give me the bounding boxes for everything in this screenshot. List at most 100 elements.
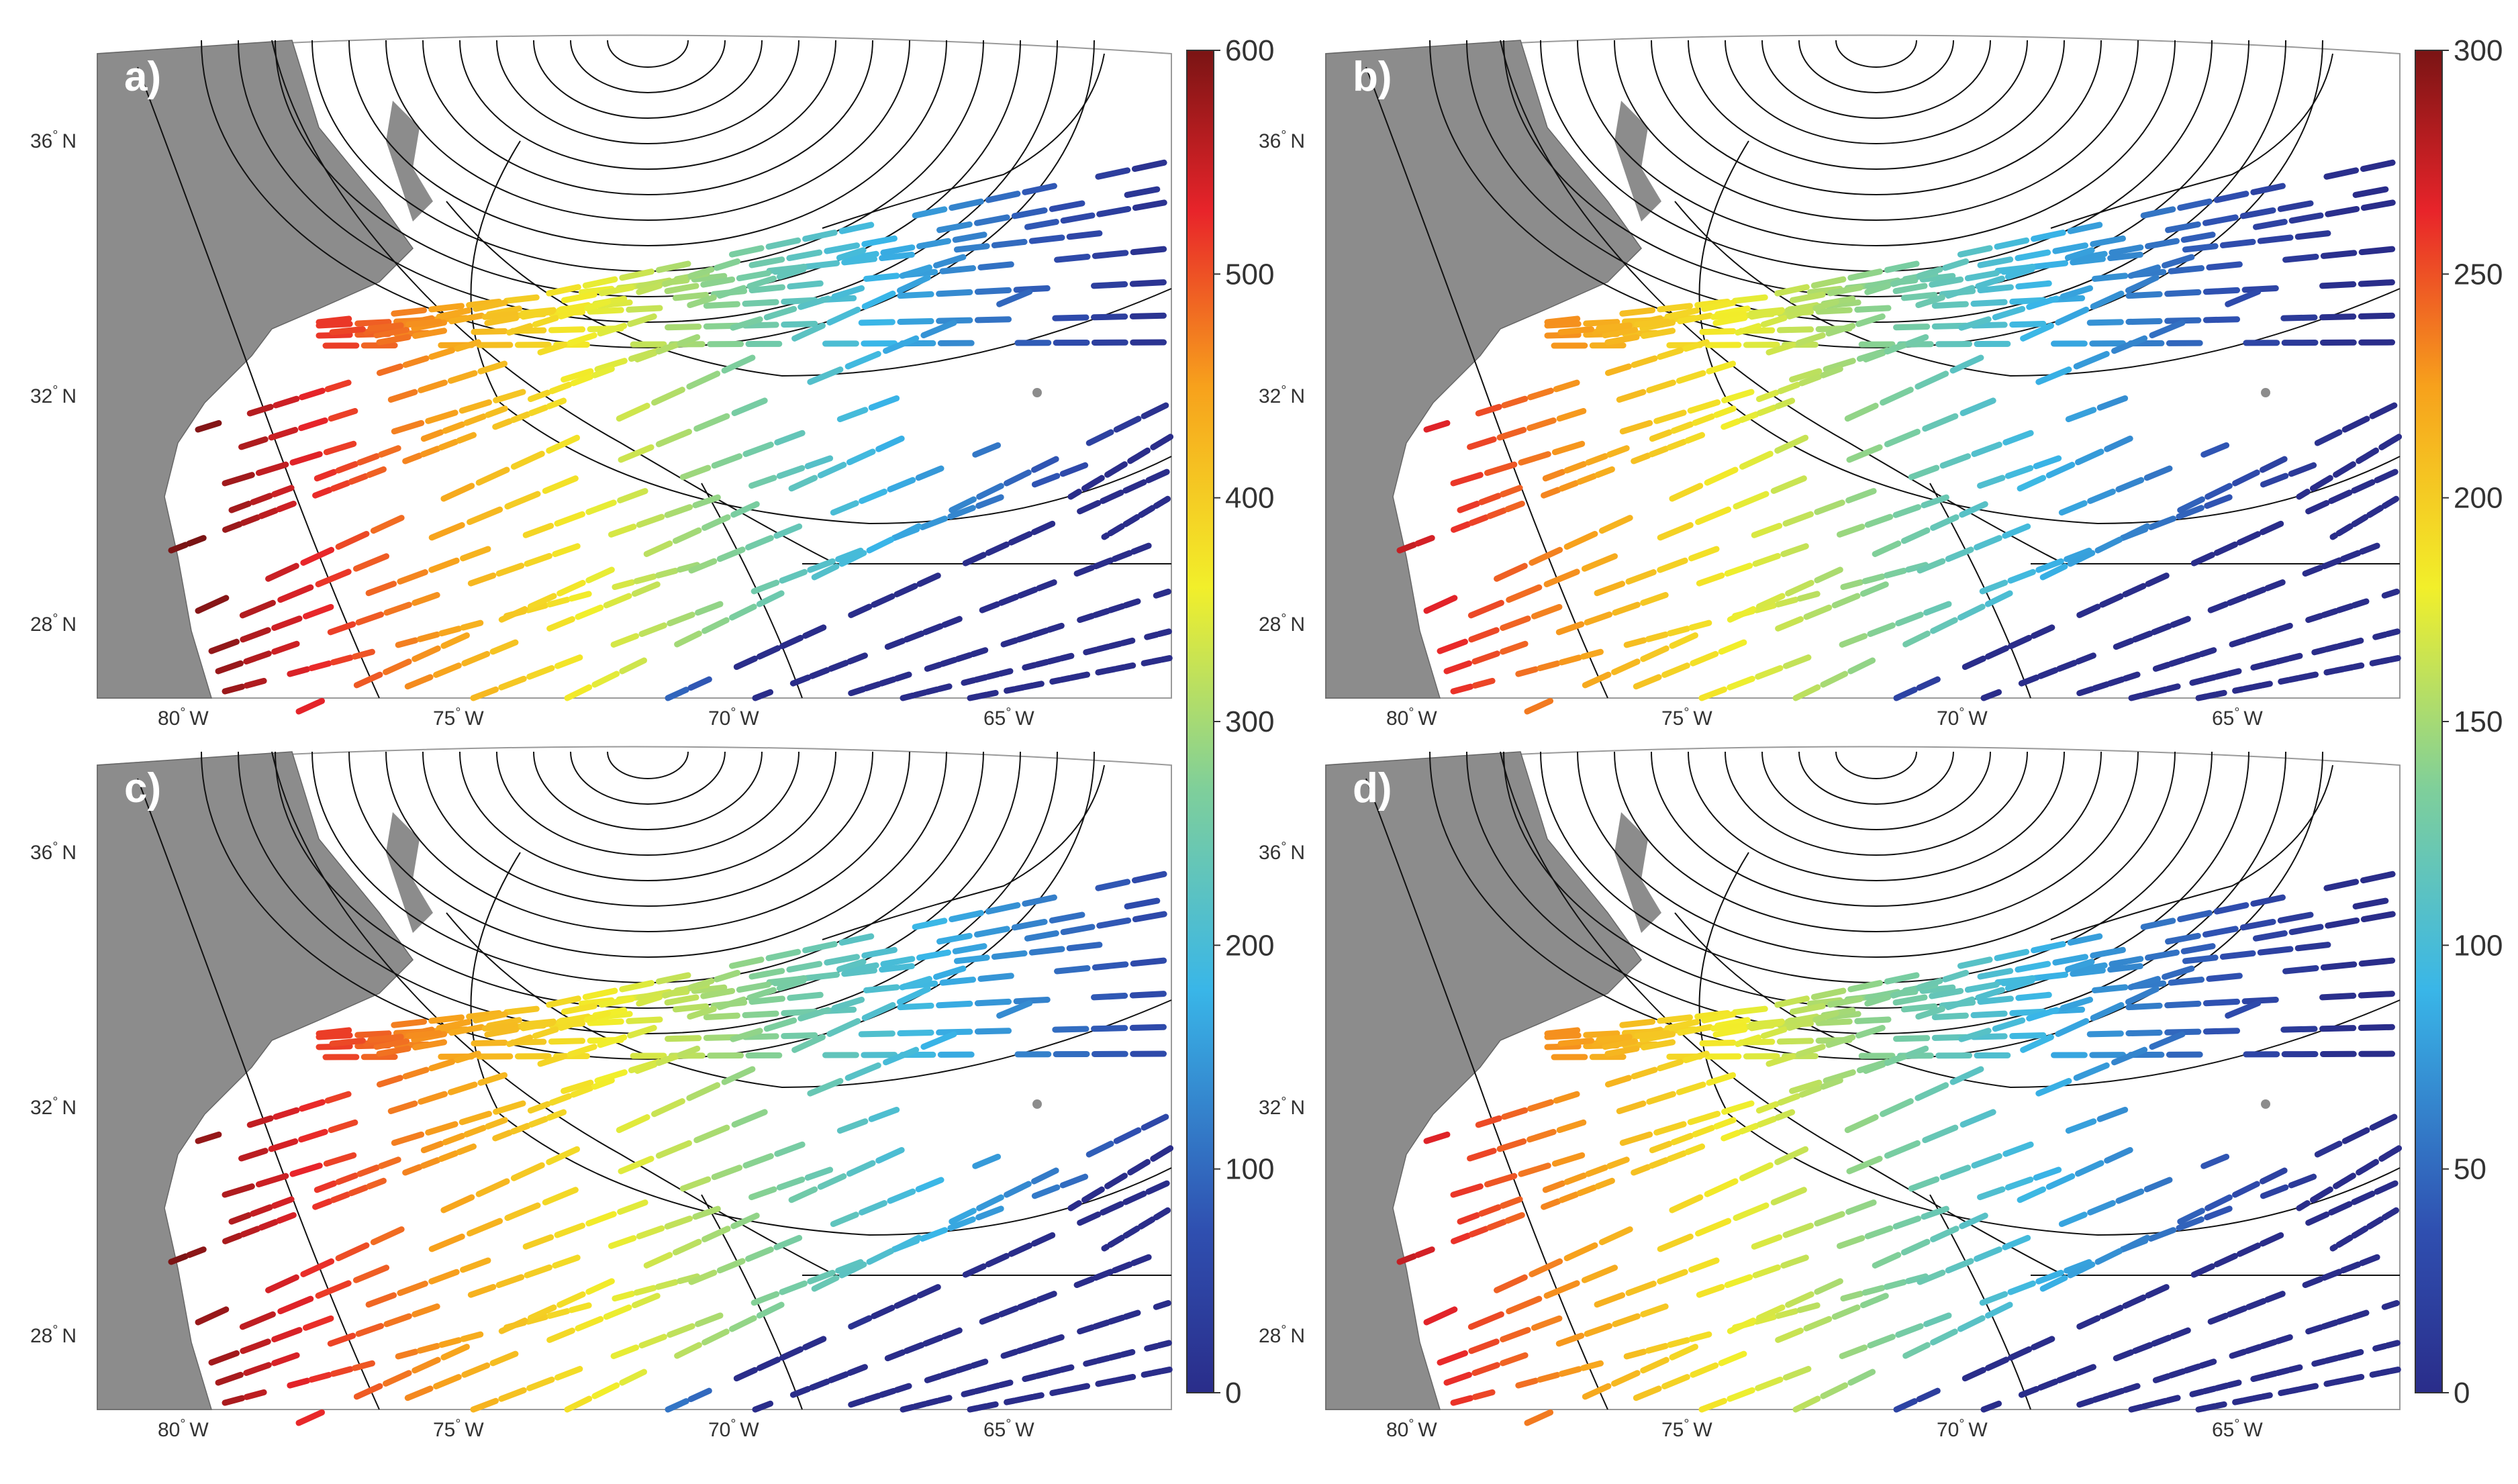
track-segment (716, 1258, 746, 1274)
track-segment (2147, 1227, 2177, 1242)
track-segment (861, 1002, 896, 1022)
track-segment (985, 902, 1021, 915)
track-segment (2033, 1167, 2062, 1181)
track-segment (1122, 662, 1136, 671)
track-segment (552, 1254, 581, 1269)
track-segment (1450, 683, 1474, 695)
track-segment (996, 289, 1033, 307)
track-segment (584, 1010, 611, 1023)
track-segment (2213, 541, 2239, 556)
track-segment (433, 662, 462, 678)
track-segment (2143, 465, 2173, 481)
track-segment (1755, 1101, 1780, 1114)
track-segment (2360, 199, 2396, 211)
track-segment (1594, 581, 1626, 597)
track-segment (316, 321, 353, 329)
track-segment (1884, 428, 1921, 448)
track-segment (1752, 552, 1781, 567)
track-segment (1634, 318, 1671, 328)
track-segment (664, 994, 699, 1006)
track-segment (222, 1395, 246, 1406)
colorbar-tick-label: 300 (1225, 705, 1274, 738)
track-segment (2205, 691, 2219, 699)
track-segment (1915, 1005, 1945, 1020)
track-segment (2345, 1234, 2354, 1242)
track-segment (2302, 564, 2324, 577)
track-segment (1486, 507, 1508, 520)
track-segment (2323, 1186, 2333, 1195)
panel-label: c) (124, 765, 161, 811)
track-segment (460, 1257, 491, 1273)
track-segment (1083, 1358, 1099, 1367)
track-segment (546, 284, 581, 297)
contour-line (1651, 40, 2102, 195)
track-segment (1727, 606, 1757, 623)
track-segment (2236, 531, 2262, 546)
track-segment (1583, 1030, 1620, 1038)
track-segment (1150, 656, 1164, 664)
track-segment (1971, 442, 2002, 457)
track-segment (661, 275, 689, 287)
track-segment (952, 232, 987, 243)
track-segment (2280, 314, 2318, 321)
track-segment (2323, 167, 2360, 180)
track-segment (1646, 379, 1676, 393)
track-segment (2305, 1211, 2330, 1226)
track-segment (276, 500, 297, 513)
track-segment (510, 1123, 531, 1135)
track-segment (2277, 911, 2314, 924)
track-segment (353, 1383, 383, 1400)
track-segment (912, 206, 948, 219)
track-segment (893, 583, 918, 597)
bermuda-island (2261, 1099, 2270, 1109)
track-segment (2115, 477, 2145, 493)
track-segment (1101, 532, 1110, 540)
track-segment (714, 258, 741, 271)
track-segment (1755, 389, 1780, 403)
track-segment (2390, 1207, 2400, 1215)
track-segment (222, 472, 255, 487)
track-segment (567, 332, 597, 346)
track-segment (731, 1109, 768, 1128)
track-segment (277, 1295, 314, 1315)
track-segment (2202, 316, 2241, 324)
track-segment (1774, 397, 1796, 409)
track-segment (376, 1045, 411, 1057)
track-segment (1867, 1334, 1896, 1349)
track-segment (510, 1162, 545, 1181)
track-segment (1478, 493, 1502, 505)
track-segment (367, 322, 404, 332)
panel-label: b) (1353, 54, 1392, 100)
track-segment (2122, 1294, 2147, 1309)
track-segment (2198, 1358, 2217, 1369)
track-segment (2177, 496, 2205, 513)
track-segment (2075, 1364, 2096, 1376)
track-segment (365, 1292, 397, 1308)
track-segment (1872, 540, 1902, 557)
track-segment (608, 1235, 637, 1249)
track-segment (1557, 1037, 1594, 1047)
track-segment (1443, 1371, 1472, 1386)
track-segment (554, 1366, 583, 1381)
track-segment (1542, 1180, 1566, 1193)
track-segment (558, 1018, 585, 1031)
track-segment (1846, 1155, 1883, 1175)
contour-line (385, 40, 910, 221)
track-segment (1980, 689, 2002, 701)
track-segment (2143, 1177, 2173, 1193)
track-segment (1096, 917, 1132, 929)
track-segment (608, 524, 637, 538)
track-segment (1718, 639, 1747, 655)
track-segment (1917, 1269, 1946, 1285)
track-segment (619, 657, 648, 675)
track-segment (896, 275, 931, 294)
track-segment (1945, 996, 1976, 1010)
track-segment (1803, 604, 1833, 620)
track-segment (1582, 1383, 1612, 1400)
track-segment (1527, 387, 1554, 401)
track-segment (939, 977, 977, 986)
track-segment (880, 244, 916, 256)
track-segment (2351, 598, 2370, 609)
track-segment (418, 1091, 448, 1105)
track-segment (674, 1342, 702, 1359)
